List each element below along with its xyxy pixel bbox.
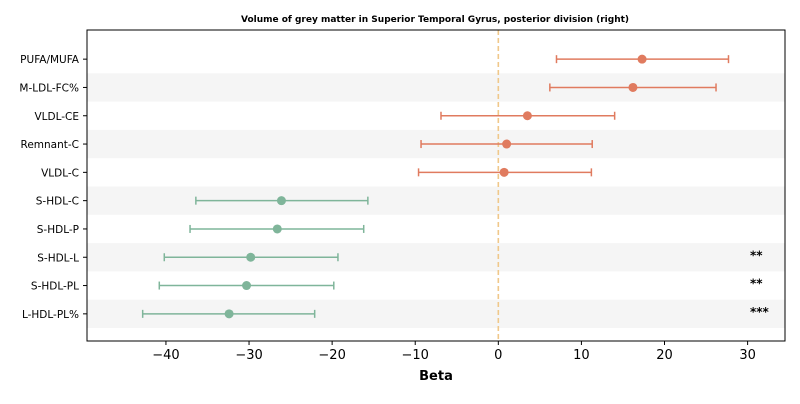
- x-tick-label: −40: [152, 348, 179, 363]
- y-tick-label: VLDL-C: [41, 167, 79, 179]
- data-rows: *******: [141, 54, 770, 319]
- plot-frame: [86, 29, 786, 342]
- row-band: [87, 186, 785, 215]
- beta-point: [637, 54, 647, 64]
- x-tick-label: −30: [235, 348, 262, 363]
- chart-title: Volume of grey matter in Superior Tempor…: [241, 15, 629, 25]
- forest-row: [420, 139, 593, 149]
- beta-point: [499, 167, 509, 177]
- x-tick-label: 0: [494, 348, 502, 363]
- forest-row: [195, 196, 369, 206]
- significance-marker: ***: [750, 305, 770, 319]
- beta-point: [276, 196, 286, 206]
- forest-row: **: [158, 277, 763, 291]
- y-tick-label: S-HDL-C: [36, 196, 79, 208]
- significance-marker: **: [750, 277, 763, 291]
- beta-point: [246, 252, 256, 262]
- beta-point: [502, 139, 512, 149]
- x-axis: −40 −30 −20 −10 0 10 20 30: [152, 341, 756, 363]
- significance-marker: **: [750, 248, 763, 262]
- y-tick-label: S-HDL-P: [37, 224, 79, 236]
- row-bands: [87, 73, 785, 328]
- forest-row: ***: [141, 305, 770, 319]
- y-tick-label: PUFA/MUFA: [20, 54, 80, 66]
- beta-point: [224, 309, 234, 319]
- forest-row: [417, 167, 593, 177]
- forest-row: [555, 54, 730, 64]
- forest-row: [549, 82, 717, 92]
- x-tick-label: 10: [573, 348, 590, 363]
- beta-point: [272, 224, 282, 234]
- y-tick-label: Remnant-C: [21, 139, 80, 151]
- x-axis-label: Beta: [419, 369, 453, 384]
- y-tick-label: M-LDL-FC%: [19, 82, 79, 94]
- beta-point: [242, 281, 252, 291]
- y-tick-label: VLDL-CE: [34, 111, 79, 123]
- beta-point: [522, 111, 532, 121]
- y-tick-label: S-HDL-L: [37, 252, 79, 264]
- x-tick-label: −20: [318, 348, 345, 363]
- y-tick-label: S-HDL-PL: [31, 281, 79, 293]
- y-tick-label: L-HDL-PL%: [22, 309, 79, 321]
- forest-row: [440, 111, 616, 121]
- forest-row: **: [163, 248, 763, 262]
- y-axis: PUFA/MUFA M-LDL-FC% VLDL-CE Remnant-C VLDL-C…: [19, 54, 87, 321]
- beta-point: [628, 82, 638, 92]
- x-tick-label: −10: [402, 348, 429, 363]
- x-tick-label: 30: [739, 348, 756, 363]
- x-tick-label: 20: [656, 348, 673, 363]
- forest-row: [189, 224, 365, 234]
